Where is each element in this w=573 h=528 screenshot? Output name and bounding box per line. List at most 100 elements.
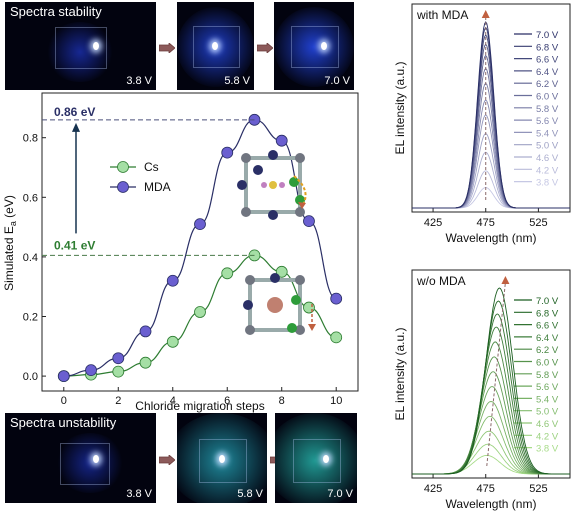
x-tick-label: 8 bbox=[279, 395, 285, 407]
y-label-main: Simulated E bbox=[2, 226, 16, 291]
voltage-label: 7.0 V bbox=[324, 75, 350, 87]
nomda-spectrum-line bbox=[412, 287, 570, 475]
data-point-mda bbox=[248, 113, 261, 126]
data-point-mda bbox=[330, 292, 343, 305]
data-point-cs bbox=[112, 365, 125, 378]
voltage-label: 3.8 V bbox=[126, 488, 152, 500]
voltage-label: 7.0 V bbox=[327, 488, 353, 500]
data-point-cs bbox=[139, 356, 152, 369]
x-tick-label: 2 bbox=[115, 395, 121, 407]
mda-spectrum-line bbox=[412, 21, 570, 209]
spectra-without-mda-chart: 425 475 525 Wavelength (nm) EL intensity (a.… bbox=[393, 269, 571, 511]
arrow-right-icon bbox=[158, 452, 176, 466]
photo-top-1: Spectra stability 3.8 V bbox=[5, 2, 156, 90]
mda-peak-label: 0.86 eV bbox=[54, 105, 95, 119]
nomda-legend-label: 5.6 V bbox=[536, 382, 559, 393]
y-label-unit: (eV) bbox=[2, 195, 16, 218]
mda-legend-label: 6.8 V bbox=[536, 42, 559, 53]
data-point-cs bbox=[330, 331, 343, 344]
mda-trend-arrow-head bbox=[481, 10, 490, 18]
data-point-cs bbox=[303, 301, 315, 314]
photo-bottom-2: 5.8 V bbox=[177, 413, 267, 503]
data-point-cs bbox=[166, 335, 179, 348]
main-y-axis-label: Simulated Ea (eV) bbox=[2, 195, 18, 291]
mda-spectrum-line bbox=[412, 170, 570, 209]
mda-legend-label: 5.0 V bbox=[536, 141, 559, 152]
data-point-mda bbox=[166, 274, 179, 287]
data-point-mda bbox=[303, 215, 315, 228]
nomda-title: w/o MDA bbox=[416, 274, 466, 288]
nomda-legend-label: 5.8 V bbox=[536, 370, 559, 381]
data-point-mda bbox=[139, 325, 152, 338]
y-tick-label: 0.2 bbox=[23, 312, 38, 324]
data-point-mda bbox=[194, 218, 206, 231]
nomda-frame bbox=[411, 269, 571, 479]
x-tick-label: 0 bbox=[61, 395, 67, 407]
spectra-with-mda-chart: 425 475 525 Wavelength (nm) EL intensity (a.… bbox=[393, 3, 571, 245]
x-tick-label: 475 bbox=[477, 483, 495, 495]
mda-x-axis-label: Wavelength (nm) bbox=[446, 231, 537, 245]
x-tick-label: 525 bbox=[529, 483, 547, 495]
y-tick-label: 0.6 bbox=[23, 192, 38, 204]
photo-bottom-3: 7.0 V bbox=[275, 413, 357, 503]
data-point-mda bbox=[112, 352, 125, 365]
voltage-label: 5.8 V bbox=[237, 488, 263, 500]
cs-lattice-illustration bbox=[243, 273, 316, 335]
arrow-right-icon bbox=[158, 40, 176, 54]
legend-marker-cs bbox=[117, 161, 129, 173]
mda-legend-label: 5.4 V bbox=[536, 128, 559, 139]
legend: Cs MDA bbox=[110, 160, 171, 194]
nomda-trend-arrow-head bbox=[501, 276, 510, 284]
data-point-cs bbox=[194, 306, 206, 318]
svg-text:Simulated Ea (eV): Simulated Ea (eV) bbox=[2, 195, 18, 291]
mda-y-axis-label: EL intensity (a.u.) bbox=[393, 62, 407, 155]
nomda-legend-label: 5.0 V bbox=[536, 407, 559, 418]
nomda-legend-label: 6.8 V bbox=[536, 308, 559, 319]
nomda-legend-label: 7.0 V bbox=[536, 296, 559, 307]
barrier-arrow-head bbox=[72, 122, 80, 132]
nomda-trend-arrow bbox=[486, 281, 506, 467]
nomda-legend-label: 5.4 V bbox=[536, 394, 559, 405]
nomda-legend-label: 4.6 V bbox=[536, 419, 559, 430]
mda-legend-label: 6.4 V bbox=[536, 67, 559, 78]
arrow-right-icon bbox=[256, 40, 274, 54]
cs-peak-label: 0.41 eV bbox=[54, 238, 95, 252]
data-point-mda bbox=[275, 134, 288, 147]
mda-legend-label: 5.8 V bbox=[536, 104, 559, 115]
nomda-spectrum-line bbox=[412, 454, 570, 475]
y-tick-label: 0.8 bbox=[23, 133, 38, 145]
data-point-mda bbox=[85, 364, 97, 377]
x-tick-label: 10 bbox=[330, 395, 342, 407]
data-point-cs bbox=[248, 249, 261, 262]
voltage-label: 5.8 V bbox=[224, 75, 250, 87]
mda-title: with MDA bbox=[416, 8, 468, 22]
mda-lattice-illustration bbox=[237, 150, 307, 220]
mda-legend-label: 4.6 V bbox=[536, 153, 559, 164]
energy-barrier-chart: 0 2 4 6 8 10 0.0 0.2 0.4 0.6 0.8 0.86 eV 0.41 eV C… bbox=[2, 92, 359, 413]
nomda-legend-label: 3.8 V bbox=[536, 444, 559, 455]
data-point-cs bbox=[221, 267, 234, 280]
photo-top-3: 7.0 V bbox=[274, 2, 354, 90]
photo-title-unstability: Spectra unstability bbox=[10, 415, 117, 430]
nomda-legend-label: 4.2 V bbox=[536, 431, 559, 442]
mda-spectrum-line bbox=[412, 187, 570, 209]
legend-marker-mda bbox=[117, 181, 129, 193]
x-tick-label: 475 bbox=[477, 217, 495, 229]
x-tick-label: 425 bbox=[424, 483, 442, 495]
main-x-axis-label: Chloride migration steps bbox=[135, 399, 264, 413]
x-tick-label: 525 bbox=[529, 217, 547, 229]
mda-legend-label: 6.2 V bbox=[536, 79, 559, 90]
mda-legend-label: 4.2 V bbox=[536, 165, 559, 176]
legend-label-cs: Cs bbox=[144, 160, 159, 174]
photo-title-stability: Spectra stability bbox=[10, 4, 102, 19]
mda-legend-label: 6.6 V bbox=[536, 55, 559, 66]
mda-legend-label: 5.6 V bbox=[536, 116, 559, 127]
nomda-y-axis-label: EL intensity (a.u.) bbox=[393, 328, 407, 421]
nomda-legend-label: 6.2 V bbox=[536, 345, 559, 356]
x-tick-label: 425 bbox=[424, 217, 442, 229]
mda-frame bbox=[411, 3, 571, 213]
y-label-sub: a bbox=[8, 221, 18, 226]
y-tick-label: 0.4 bbox=[23, 252, 38, 264]
data-point-mda bbox=[221, 146, 234, 159]
nomda-legend-label: 6.4 V bbox=[536, 333, 559, 344]
